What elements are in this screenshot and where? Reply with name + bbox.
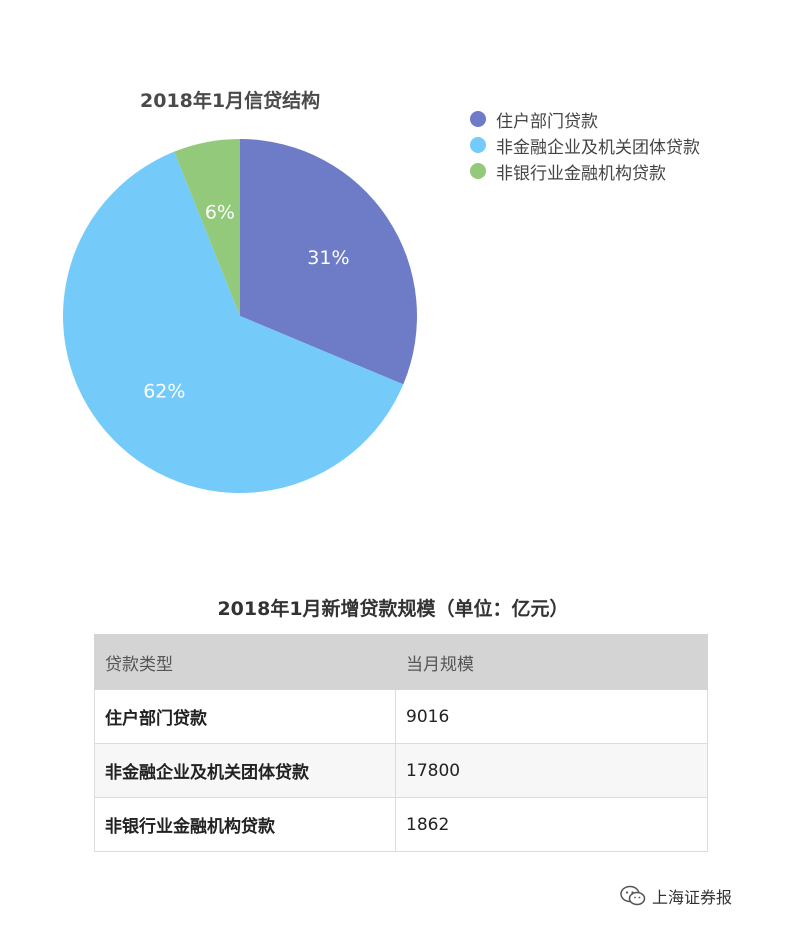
legend-item-enterprise: 非金融企业及机关团体贷款	[470, 132, 700, 158]
legend-label-household: 住户部门贷款	[496, 111, 598, 132]
header-monthly-amount: 当月规模	[395, 634, 708, 690]
row-loan-type: 非金融企业及机关团体贷款	[94, 743, 396, 798]
legend-swatch-enterprise	[470, 137, 486, 153]
legend-label-nonbank: 非银行业金融机构贷款	[496, 163, 666, 184]
legend-label-enterprise: 非金融企业及机关团体贷款	[496, 137, 700, 158]
legend-swatch-household	[470, 111, 486, 127]
loan-table: 贷款类型 当月规模 住户部门贷款 9016 非金融企业及机关团体贷款 17800…	[94, 634, 708, 852]
table-header-row: 贷款类型 当月规模	[94, 634, 708, 690]
header-loan-type: 贷款类型	[94, 634, 396, 690]
pie-chart: 31% 62% 6%	[62, 139, 417, 493]
table-row: 住户部门贷款 9016	[94, 689, 708, 744]
legend-item-household: 住户部门贷款	[470, 106, 700, 132]
watermark-text: 上海证券报	[652, 888, 733, 907]
row-amount: 1862	[395, 797, 708, 852]
watermark: 上海证券报	[620, 884, 732, 908]
chart-legend: 住户部门贷款 非金融企业及机关团体贷款 非银行业金融机构贷款	[470, 106, 700, 184]
row-amount: 17800	[395, 743, 708, 798]
row-amount: 9016	[395, 689, 708, 744]
pie-label-household: 31%	[307, 247, 349, 269]
table-title: 2018年1月新增贷款规模（单位：亿元）	[217, 598, 569, 620]
legend-swatch-nonbank	[470, 163, 486, 179]
pie-slice-nonbank	[174, 139, 240, 316]
legend-item-nonbank: 非银行业金融机构贷款	[470, 158, 700, 184]
pie-slice-enterprise	[62, 151, 404, 493]
pie-slice-household	[240, 139, 417, 385]
pie-label-enterprise: 62%	[143, 380, 185, 402]
row-loan-type: 住户部门贷款	[94, 689, 396, 744]
row-loan-type: 非银行业金融机构贷款	[94, 797, 396, 852]
pie-label-nonbank: 6%	[205, 202, 235, 224]
chart-title: 2018年1月信贷结构	[140, 90, 321, 112]
table-row: 非金融企业及机关团体贷款 17800	[94, 743, 708, 798]
table-row: 非银行业金融机构贷款 1862	[94, 797, 708, 852]
wechat-icon	[620, 885, 646, 906]
